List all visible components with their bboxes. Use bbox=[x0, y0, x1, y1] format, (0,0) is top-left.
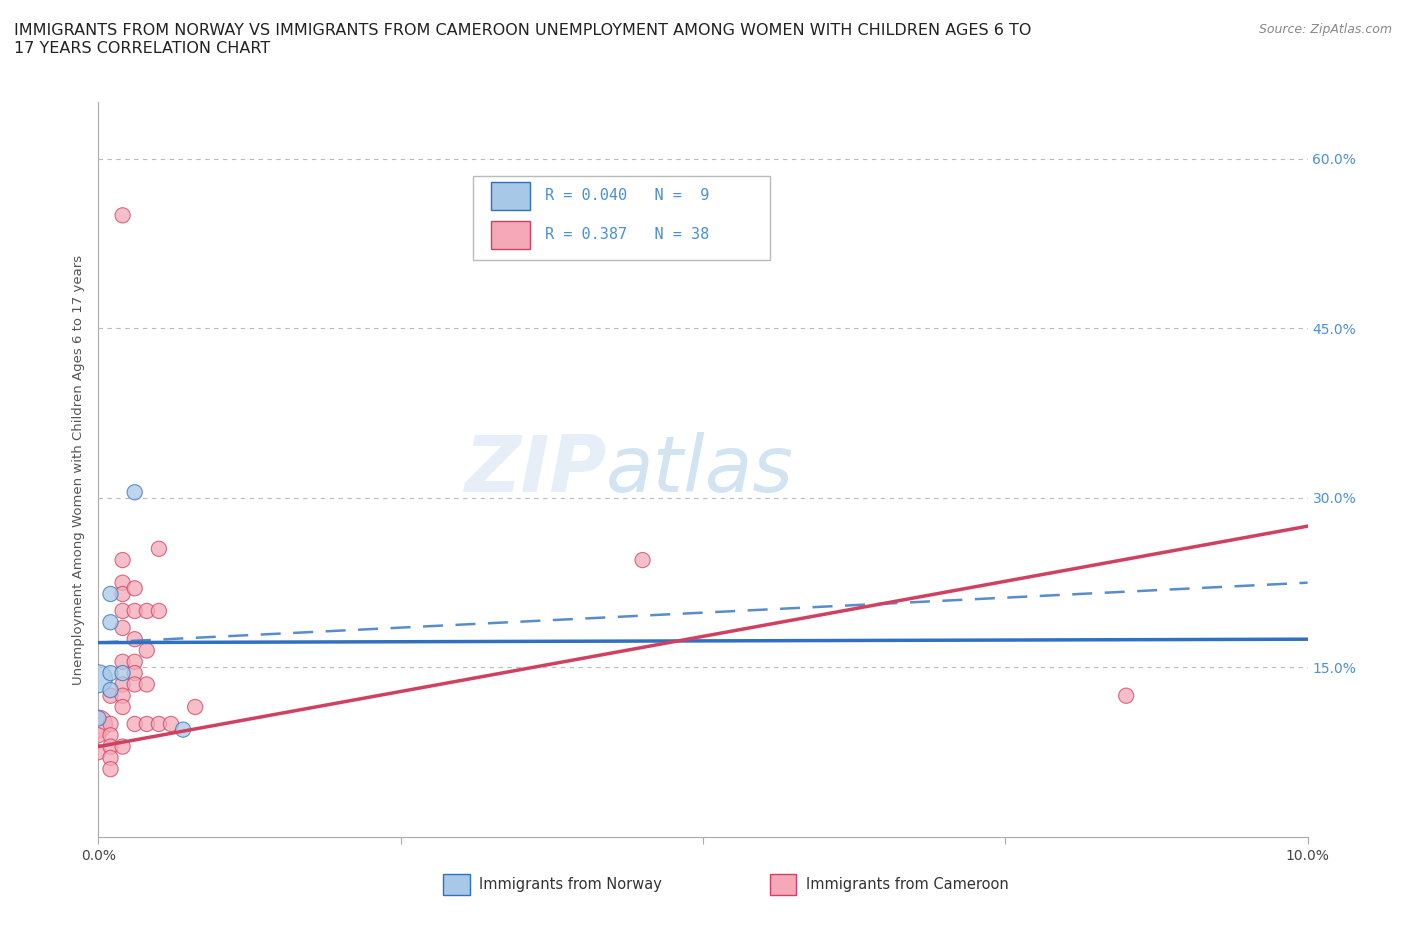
Text: R = 0.040   N =  9: R = 0.040 N = 9 bbox=[544, 188, 709, 203]
Point bbox=[111, 655, 134, 670]
Point bbox=[172, 723, 194, 737]
FancyBboxPatch shape bbox=[443, 874, 470, 895]
Point bbox=[135, 604, 157, 618]
Point bbox=[100, 587, 122, 602]
Text: Immigrants from Norway: Immigrants from Norway bbox=[479, 877, 662, 892]
Point bbox=[124, 655, 146, 670]
Text: Source: ZipAtlas.com: Source: ZipAtlas.com bbox=[1258, 23, 1392, 36]
Point bbox=[87, 728, 110, 743]
Point bbox=[111, 587, 134, 602]
Text: Immigrants from Cameroon: Immigrants from Cameroon bbox=[806, 877, 1008, 892]
Point bbox=[100, 683, 122, 698]
Point bbox=[124, 604, 146, 618]
Point bbox=[111, 576, 134, 591]
Point bbox=[135, 643, 157, 658]
Point bbox=[100, 762, 122, 777]
Point bbox=[111, 699, 134, 714]
Point bbox=[160, 716, 183, 731]
Text: R = 0.387   N = 38: R = 0.387 N = 38 bbox=[544, 227, 709, 242]
Point bbox=[124, 666, 146, 681]
Point bbox=[111, 552, 134, 567]
Point bbox=[100, 716, 122, 731]
Point bbox=[124, 581, 146, 596]
Point bbox=[100, 666, 122, 681]
Point bbox=[100, 615, 122, 630]
Point bbox=[184, 699, 207, 714]
FancyBboxPatch shape bbox=[474, 176, 769, 260]
Point bbox=[111, 604, 134, 618]
Point bbox=[111, 739, 134, 754]
FancyBboxPatch shape bbox=[492, 220, 530, 248]
Point bbox=[135, 716, 157, 731]
Point bbox=[148, 604, 170, 618]
Point bbox=[87, 671, 110, 686]
Text: ZIP: ZIP bbox=[464, 432, 606, 508]
Point bbox=[124, 677, 146, 692]
Point bbox=[111, 688, 134, 703]
Point bbox=[111, 677, 134, 692]
Point bbox=[631, 552, 654, 567]
Point bbox=[100, 688, 122, 703]
FancyBboxPatch shape bbox=[492, 181, 530, 209]
Point bbox=[100, 751, 122, 765]
FancyBboxPatch shape bbox=[769, 874, 796, 895]
Point bbox=[100, 728, 122, 743]
Text: atlas: atlas bbox=[606, 432, 794, 508]
Point bbox=[135, 677, 157, 692]
Text: IMMIGRANTS FROM NORWAY VS IMMIGRANTS FROM CAMEROON UNEMPLOYMENT AMONG WOMEN WITH: IMMIGRANTS FROM NORWAY VS IMMIGRANTS FRO… bbox=[14, 23, 1032, 56]
Point bbox=[100, 739, 122, 754]
Point bbox=[87, 716, 110, 731]
Point bbox=[111, 666, 134, 681]
Point bbox=[87, 711, 110, 725]
Point bbox=[87, 745, 110, 760]
Point bbox=[1115, 688, 1137, 703]
Point bbox=[111, 620, 134, 635]
Point bbox=[148, 716, 170, 731]
Point bbox=[124, 716, 146, 731]
Point bbox=[148, 541, 170, 556]
Y-axis label: Unemployment Among Women with Children Ages 6 to 17 years: Unemployment Among Women with Children A… bbox=[72, 255, 86, 684]
Point bbox=[111, 208, 134, 223]
Point bbox=[124, 485, 146, 499]
Point bbox=[124, 631, 146, 646]
